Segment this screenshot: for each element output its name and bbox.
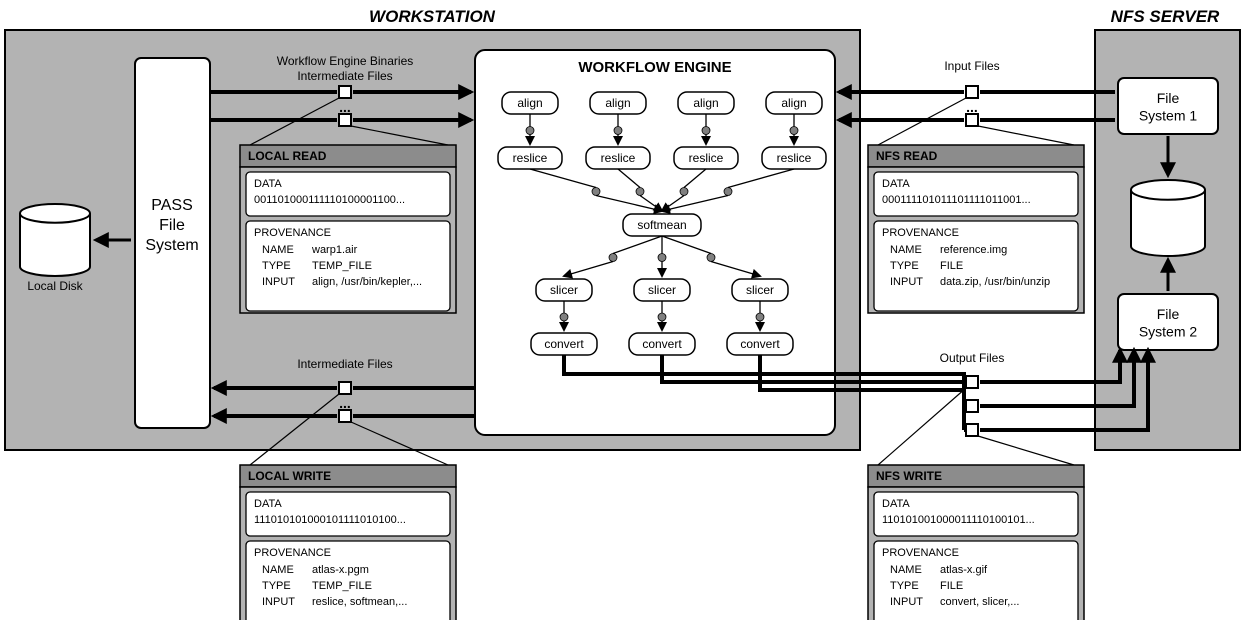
svg-text:reslice: reslice	[777, 151, 812, 165]
svg-text:WORKSTATION: WORKSTATION	[369, 7, 496, 26]
svg-text:slicer: slicer	[550, 283, 578, 297]
server-disk	[1131, 180, 1205, 256]
svg-text:PROVENANCE: PROVENANCE	[882, 547, 959, 559]
svg-text:TEMP_FILE: TEMP_FILE	[312, 260, 372, 272]
svg-text:INPUT: INPUT	[262, 596, 295, 608]
svg-text:Local Disk: Local Disk	[27, 279, 83, 293]
svg-text:TYPE: TYPE	[262, 580, 291, 592]
svg-text:softmean: softmean	[637, 218, 686, 232]
svg-text:align: align	[605, 96, 630, 110]
svg-text:atlas-x.gif: atlas-x.gif	[940, 564, 988, 576]
svg-text:NFS WRITE: NFS WRITE	[876, 469, 942, 483]
svg-text:reference.img: reference.img	[940, 244, 1007, 256]
svg-text:NAME: NAME	[890, 564, 922, 576]
svg-text:INPUT: INPUT	[262, 276, 295, 288]
svg-text:LOCAL WRITE: LOCAL WRITE	[248, 469, 331, 483]
svg-text:FILE: FILE	[940, 260, 963, 272]
svg-text:FILE: FILE	[940, 580, 963, 592]
svg-text:convert, slicer,...: convert, slicer,...	[940, 596, 1019, 608]
svg-text:...: ...	[966, 99, 978, 115]
svg-text:reslice, softmean,...: reslice, softmean,...	[312, 596, 407, 608]
svg-text:DATA: DATA	[882, 178, 910, 190]
local-disk: Local Disk	[20, 204, 90, 293]
svg-text:INPUT: INPUT	[890, 276, 923, 288]
svg-text:DATA: DATA	[882, 498, 910, 510]
svg-text:atlas-x.pgm: atlas-x.pgm	[312, 564, 369, 576]
nfs-write-panel: NFS WRITE DATA 110101001000011110100101...…	[868, 465, 1084, 620]
svg-text:align: align	[781, 96, 806, 110]
svg-text:WORKFLOW ENGINE: WORKFLOW ENGINE	[578, 59, 731, 76]
svg-text:NFS SERVER: NFS SERVER	[1111, 7, 1220, 26]
svg-text:NAME: NAME	[262, 244, 294, 256]
svg-text:DATA: DATA	[254, 498, 282, 510]
svg-text:111010101000101111010100...: 111010101000101111010100...	[254, 514, 406, 526]
svg-text:align, /usr/bin/kepler,...: align, /usr/bin/kepler,...	[312, 276, 422, 288]
svg-text:reslice: reslice	[513, 151, 548, 165]
svg-text:...: ...	[339, 395, 351, 411]
svg-text:TYPE: TYPE	[262, 260, 291, 272]
svg-text:align: align	[517, 96, 542, 110]
svg-text:warp1.air: warp1.air	[311, 244, 358, 256]
svg-text:110101001000011110100101...: 110101001000011110100101...	[882, 514, 1035, 526]
local-read-panel: LOCAL READ DATA 001101000111110100001100..…	[240, 145, 456, 313]
svg-text:PROVENANCE: PROVENANCE	[882, 227, 959, 239]
svg-text:...: ...	[339, 99, 351, 115]
svg-text:convert: convert	[544, 337, 584, 351]
svg-text:slicer: slicer	[746, 283, 774, 297]
svg-text:NAME: NAME	[262, 564, 294, 576]
svg-text:DATA: DATA	[254, 178, 282, 190]
svg-text:PROVENANCE: PROVENANCE	[254, 547, 331, 559]
svg-text:000111101011101111011001...: 000111101011101111011001...	[882, 194, 1031, 206]
svg-text:data.zip, /usr/bin/unzip: data.zip, /usr/bin/unzip	[940, 276, 1050, 288]
svg-text:align: align	[693, 96, 718, 110]
svg-text:INPUT: INPUT	[890, 596, 923, 608]
pass-file-system: PASSFileSystem	[135, 58, 210, 428]
svg-text:TYPE: TYPE	[890, 260, 919, 272]
svg-text:convert: convert	[642, 337, 682, 351]
svg-text:NFS READ: NFS READ	[876, 149, 938, 163]
nfs-read-panel: NFS READ DATA 000111101011101111011001... P…	[868, 145, 1084, 313]
svg-text:PROVENANCE: PROVENANCE	[254, 227, 331, 239]
svg-text:Output Files: Output Files	[940, 351, 1005, 365]
svg-text:reslice: reslice	[601, 151, 636, 165]
svg-text:001101000111110100001100...: 001101000111110100001100...	[254, 194, 405, 206]
svg-text:TEMP_FILE: TEMP_FILE	[312, 580, 372, 592]
svg-text:TYPE: TYPE	[890, 580, 919, 592]
svg-text:NAME: NAME	[890, 244, 922, 256]
svg-text:convert: convert	[740, 337, 780, 351]
svg-text:Input Files: Input Files	[944, 59, 999, 73]
local-write-panel: LOCAL WRITE DATA 111010101000101111010100.…	[240, 465, 456, 620]
svg-text:Intermediate Files: Intermediate Files	[297, 357, 392, 371]
workflow-engine: WORKFLOW ENGINE align align align align resli…	[475, 50, 835, 435]
svg-text:slicer: slicer	[648, 283, 676, 297]
svg-text:reslice: reslice	[689, 151, 724, 165]
svg-text:LOCAL READ: LOCAL READ	[248, 149, 327, 163]
